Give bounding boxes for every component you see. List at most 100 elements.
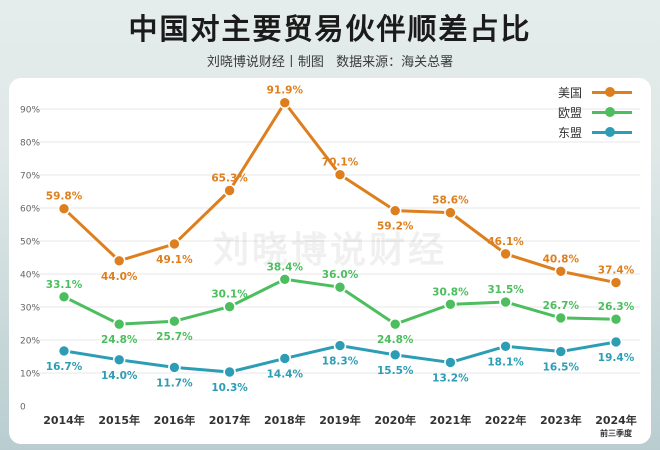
data-point [609, 312, 623, 326]
data-label: 16.7% [46, 361, 83, 373]
data-label: 37.4% [598, 265, 635, 277]
data-point [554, 311, 568, 325]
data-label: 26.7% [543, 300, 580, 312]
data-point [333, 339, 347, 352]
data-label: 18.3% [322, 356, 359, 368]
x-tick-label: 2024年 [595, 413, 637, 427]
x-tick-label: 2020年 [374, 413, 416, 427]
data-point [57, 202, 71, 215]
y-tick-label: 50% [20, 238, 40, 248]
page-title: 中国对主要贸易伙伴顺差占比 [128, 12, 532, 46]
data-label: 36.0% [322, 269, 359, 281]
data-point [499, 339, 512, 353]
data-label: 46.1% [487, 236, 524, 248]
data-label: 14.4% [267, 368, 304, 380]
legend-swatch [592, 106, 632, 118]
data-label: 25.7% [156, 331, 193, 343]
y-tick-label: 90% [20, 106, 40, 116]
data-point [278, 96, 292, 110]
data-label: 33.1% [46, 279, 83, 291]
data-point [223, 184, 236, 197]
x-tick-label: 2015年 [98, 413, 140, 427]
x-tick-label: 2014年 [43, 413, 85, 427]
subtitle-source: 数据来源：海关总署 [336, 55, 454, 70]
x-tick-label: 2021年 [430, 413, 472, 427]
data-point [168, 314, 181, 328]
x-tick-label: 2017年 [209, 413, 251, 427]
data-point [112, 317, 126, 331]
data-label: 70.1% [322, 157, 359, 169]
data-label: 26.3% [598, 301, 635, 313]
data-label: 59.8% [46, 191, 83, 203]
legend-swatch [592, 86, 632, 98]
data-point [223, 300, 236, 313]
data-label: 11.7% [156, 377, 193, 389]
data-label: 44.0% [101, 271, 138, 283]
y-tick-label: 40% [20, 271, 40, 281]
data-label: 24.8% [377, 334, 414, 346]
data-label: 13.2% [432, 372, 469, 384]
y-tick-label: 10% [20, 370, 40, 380]
data-label: 30.8% [432, 286, 469, 298]
data-label: 30.1% [211, 289, 248, 301]
data-label: 24.8% [101, 334, 138, 346]
data-point [168, 237, 181, 251]
data-point [388, 348, 402, 362]
legend-label: 欧盟 [558, 105, 583, 120]
data-label: 18.1% [487, 356, 524, 368]
y-tick-label: 60% [20, 205, 40, 215]
y-tick-label: 0 [20, 403, 26, 413]
data-label: 14.0% [101, 370, 138, 382]
data-point [57, 344, 71, 358]
data-point [554, 345, 568, 358]
y-tick-label: 30% [20, 304, 40, 314]
data-label: 38.4% [267, 261, 304, 273]
y-tick-label: 20% [20, 337, 40, 347]
x-tick-note: 前三季度 [600, 428, 633, 438]
data-label: 58.6% [432, 195, 469, 207]
legend-swatch [592, 126, 632, 138]
data-point [388, 204, 402, 217]
data-label: 16.5% [543, 362, 580, 374]
data-point [278, 272, 292, 286]
legend-item: 欧盟 [558, 102, 632, 122]
data-label: 65.3% [211, 173, 248, 185]
data-point [554, 265, 568, 278]
data-point [333, 280, 347, 294]
legend-marker [605, 107, 615, 117]
y-tick-label: 70% [20, 172, 40, 182]
data-point [168, 361, 181, 374]
data-point [57, 290, 71, 304]
data-label: 15.5% [377, 365, 414, 377]
legend-marker [605, 87, 615, 97]
chart-legend: 美国 欧盟 东盟 [558, 82, 632, 142]
page-subtitle: 刘晓博说财经丨制图 数据来源：海关总署 [0, 51, 660, 70]
legend-label: 东盟 [558, 125, 583, 140]
data-point [388, 317, 402, 331]
y-tick-label: 80% [20, 139, 40, 149]
legend-item: 美国 [558, 82, 632, 102]
x-tick-label: 2018年 [264, 413, 306, 427]
data-point [499, 247, 512, 261]
data-label: 10.3% [211, 382, 248, 394]
data-point [499, 295, 512, 309]
data-label: 19.4% [598, 352, 635, 364]
x-tick-label: 2023年 [540, 413, 582, 427]
data-point [112, 353, 126, 367]
data-label: 40.8% [543, 253, 580, 265]
data-label: 31.5% [487, 284, 524, 296]
legend-label: 美国 [558, 85, 583, 100]
data-point [444, 298, 457, 311]
legend-item: 东盟 [558, 122, 632, 142]
data-point [278, 352, 292, 365]
data-point [444, 356, 457, 369]
x-tick-label: 2022年 [485, 413, 527, 427]
data-point [609, 276, 623, 289]
x-tick-label: 2016年 [154, 413, 196, 427]
data-point [223, 365, 236, 379]
x-tick-label: 2019年 [319, 413, 361, 427]
data-point [609, 335, 623, 349]
data-label: 91.9% [267, 85, 304, 97]
watermark: 刘晓博说财经 [213, 230, 447, 271]
